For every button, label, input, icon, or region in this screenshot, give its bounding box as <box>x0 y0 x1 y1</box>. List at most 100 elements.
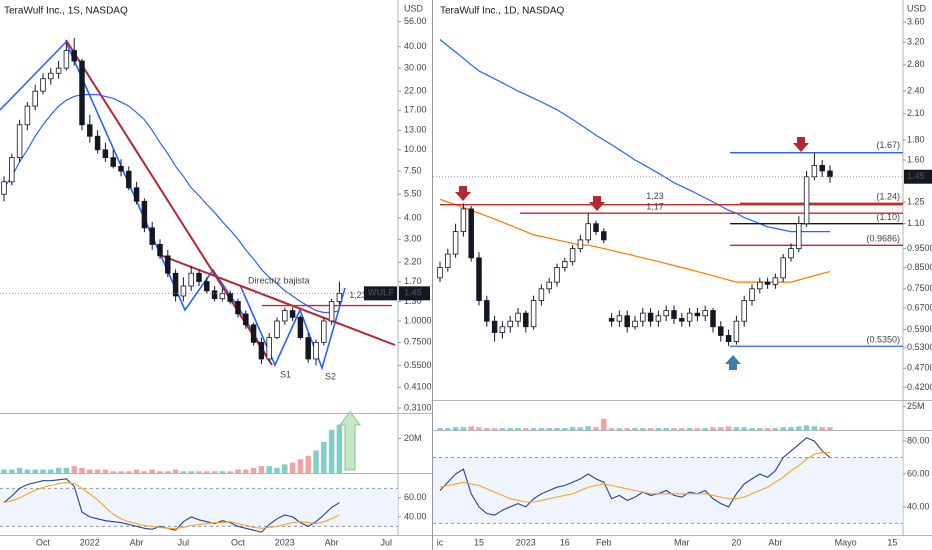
volume-bar <box>507 428 513 430</box>
annotation: Directriz bajista <box>248 275 310 285</box>
volume-bar <box>313 450 319 473</box>
x-tick-label: 2023 <box>516 537 536 547</box>
volume-bar <box>632 428 638 430</box>
volume-bar <box>204 471 210 473</box>
candle-body <box>141 200 148 229</box>
volume-bar <box>157 471 163 473</box>
candle-body <box>40 78 46 92</box>
y-tick-label: 80.00 <box>907 435 930 445</box>
arrow-icon <box>725 355 741 370</box>
x-tick-label: Feb <box>596 537 612 547</box>
candle-body <box>655 315 662 322</box>
candle-body <box>336 292 343 302</box>
candle-body <box>204 281 210 292</box>
y-tick-label: 3.20 <box>907 37 925 47</box>
candle-body <box>694 312 701 317</box>
candle-body <box>593 223 599 233</box>
y-tick-label: 1.70 <box>404 276 422 286</box>
candle-body <box>110 157 116 167</box>
level-label: 1,23 <box>349 290 367 300</box>
volume-bar <box>133 469 140 473</box>
candle-body <box>87 124 93 137</box>
candle-body <box>250 324 257 343</box>
y-tick-label: 0.4100 <box>404 382 432 392</box>
candle-body <box>710 310 716 328</box>
volume-bar <box>126 471 132 473</box>
volume-bar <box>305 455 311 473</box>
volume-bar <box>40 469 46 473</box>
x-tick-label: 20 <box>731 537 741 547</box>
y-tick-label: 2.10 <box>907 108 925 118</box>
y-tick-label: 25M <box>907 401 925 411</box>
volume-bar <box>289 462 296 473</box>
x-tick-label: Abr <box>130 537 144 547</box>
annotation: S2 <box>325 371 336 381</box>
volume-bar <box>772 428 779 430</box>
candle-body <box>313 341 319 360</box>
volume-bar <box>640 428 646 430</box>
y-tick-label: 2.40 <box>907 85 925 95</box>
candle-body <box>235 301 241 315</box>
y-tick-label: 30.00 <box>404 62 427 72</box>
volume-bar <box>593 427 599 430</box>
volume-bar <box>585 426 591 430</box>
candle-body <box>157 244 163 257</box>
candle-body <box>616 315 623 322</box>
candle-body <box>266 337 272 360</box>
volume-bar <box>796 426 802 430</box>
volume-bar <box>79 467 85 473</box>
x-tick-label: Jul <box>178 537 190 547</box>
candle-body <box>48 72 54 80</box>
x-tick-label: 2022 <box>80 537 100 547</box>
chart-title: TeraWulf Inc., 1S, NASDAQ <box>4 6 128 17</box>
candle-body <box>749 288 755 301</box>
volume-bar <box>48 469 54 473</box>
volume-bar <box>655 428 662 430</box>
volume-bar <box>297 459 304 473</box>
x-tick-label: Mayo <box>835 537 857 547</box>
y-tick-label: 20M <box>404 433 422 443</box>
x-tick-label: Mar <box>674 537 690 547</box>
candle-body <box>227 292 233 302</box>
volume-bar <box>780 427 786 430</box>
candle-body <box>243 313 249 326</box>
y-tick-label: 10.00 <box>404 144 427 154</box>
candle-body <box>515 312 521 322</box>
candle-body <box>538 288 545 301</box>
volume-bar <box>282 464 288 473</box>
candle-body <box>546 281 552 290</box>
volume-bar <box>172 469 179 473</box>
x-tick-label: Oct <box>231 537 246 547</box>
y-axis-unit: USD <box>907 3 927 13</box>
candle-body <box>476 257 482 301</box>
y-tick-label: 0.5500 <box>404 360 432 370</box>
volume-bar <box>110 471 116 473</box>
candle-body <box>671 310 677 319</box>
volume-bar <box>180 471 187 473</box>
candle-body <box>741 300 747 322</box>
volume-bar <box>562 428 568 430</box>
rsi-band-fill <box>0 488 398 527</box>
volume-bar <box>243 469 249 473</box>
candle-body <box>126 170 132 189</box>
x-tick-label: 2023 <box>275 537 295 547</box>
y-tick-label: 0.4700 <box>907 363 932 373</box>
y-tick-label: 2.20 <box>404 257 422 267</box>
y-tick-label: 1.60 <box>907 154 925 164</box>
candle-body <box>796 223 802 250</box>
y-tick-label: 0.4200 <box>907 382 932 392</box>
level-label: (1.10) <box>876 212 900 222</box>
volume-bar <box>118 471 124 473</box>
y-tick-label: 0.3100 <box>404 402 432 412</box>
candle-body <box>624 315 630 328</box>
volume-bar <box>577 427 584 430</box>
candle-body <box>328 301 335 322</box>
x-tick-label: ic <box>437 537 444 547</box>
volume-bar <box>258 466 265 473</box>
candle-body <box>585 223 591 241</box>
volume-bar <box>757 428 763 430</box>
volume-bar <box>141 471 148 473</box>
volume-bar <box>274 467 280 473</box>
candle-body <box>297 316 304 338</box>
volume-bar <box>321 441 327 473</box>
